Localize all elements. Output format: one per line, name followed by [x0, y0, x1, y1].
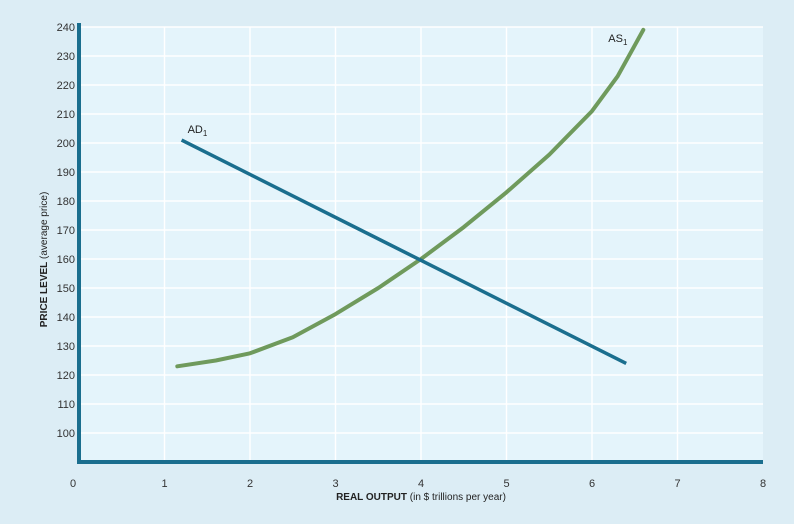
y-tick-label: 240	[57, 22, 75, 34]
y-tick-label: 170	[57, 225, 75, 237]
y-tick-label: 120	[57, 370, 75, 382]
y-tick-label: 220	[57, 80, 75, 92]
x-tick-label: 7	[674, 478, 680, 490]
gridlines	[79, 26, 763, 462]
x-tick-label: 1	[161, 478, 167, 490]
y-tick-label: 150	[57, 283, 75, 295]
as-curve-label: AS1	[608, 33, 628, 47]
y-tick-label: 130	[57, 341, 75, 353]
series-group	[175, 27, 646, 369]
y-tick-label: 100	[57, 428, 75, 440]
x-axis-title: REAL OUTPUT (in $ trillions per year)	[336, 492, 506, 503]
axes	[77, 23, 763, 464]
tick-labels: 1 2 3 4 5 6 7 8 100 110 120 130 140 150 160 170 180 190 20…	[57, 22, 766, 490]
origin-label: 0	[70, 478, 76, 490]
x-tick-label: 4	[418, 478, 424, 490]
y-tick-label: 180	[57, 196, 75, 208]
x-tick-label: 3	[332, 478, 338, 490]
y-tick-label: 210	[57, 109, 75, 121]
x-tick-label: 8	[760, 478, 766, 490]
ad-curve-label: AD1	[188, 124, 208, 138]
ad-curve	[180, 138, 627, 365]
y-tick-label: 110	[57, 399, 75, 411]
y-tick-label: 230	[57, 51, 75, 63]
x-tick-label: 2	[247, 478, 253, 490]
y-tick-label: 200	[57, 138, 75, 150]
x-tick-label: 5	[503, 478, 509, 490]
y-axis-title: PRICE LEVEL (average price)	[39, 192, 50, 328]
y-tick-label: 140	[57, 312, 75, 324]
y-tick-label: 190	[57, 167, 75, 179]
y-tick-label: 160	[57, 254, 75, 266]
x-tick-label: 6	[589, 478, 595, 490]
